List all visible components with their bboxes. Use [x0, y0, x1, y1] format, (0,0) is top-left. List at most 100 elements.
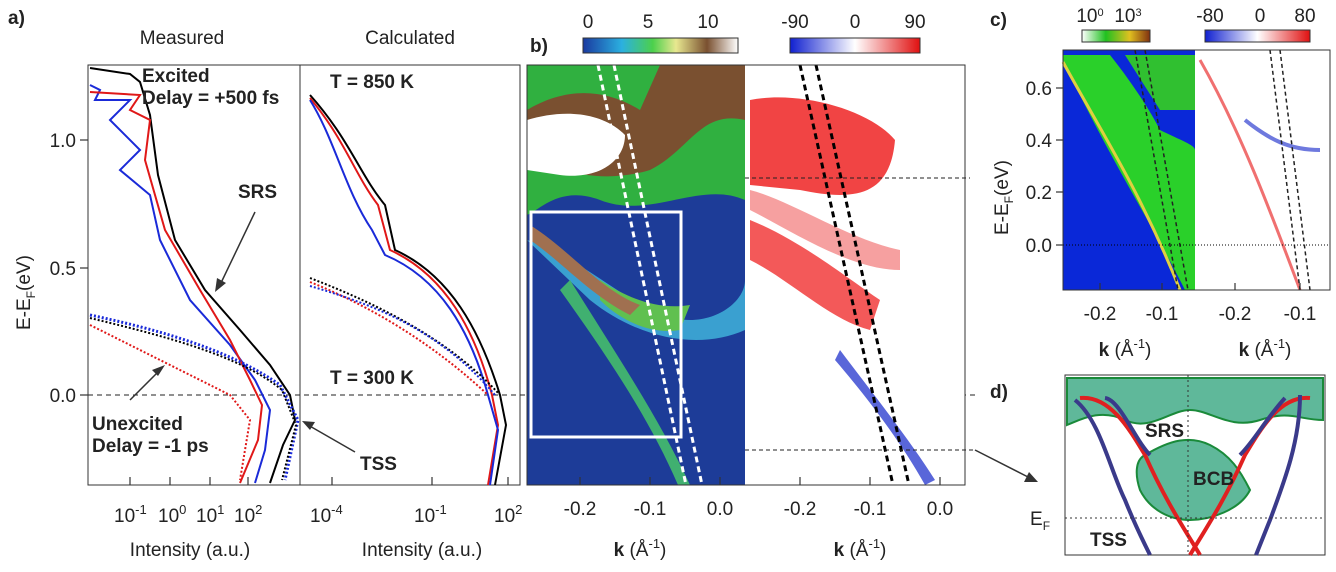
shape — [1063, 55, 1195, 290]
rule — [974, 449, 1031, 479]
shape — [89, 313, 300, 481]
shape — [1125, 55, 1195, 110]
label: k (Å-1) — [834, 536, 887, 561]
shape — [309, 281, 489, 396]
shape — [309, 285, 496, 396]
label: F — [1043, 519, 1050, 533]
shape — [309, 94, 508, 486]
rule — [596, 64, 688, 486]
label: 10-4 — [310, 502, 343, 527]
shape — [1243, 118, 1321, 152]
label: ) — [1145, 340, 1151, 361]
shape — [1104, 396, 1152, 457]
shape — [1061, 61, 1182, 291]
label: T = 850 K — [330, 72, 414, 93]
label: (Å — [1254, 340, 1273, 361]
label: 0.4 — [1026, 131, 1053, 152]
shape — [302, 421, 315, 430]
label: -0.1 — [1146, 304, 1179, 325]
label: -4 — [331, 502, 343, 517]
label: TSS — [1090, 530, 1127, 551]
shape — [530, 225, 640, 315]
label: 0 — [850, 12, 861, 33]
frame — [526, 64, 966, 486]
label: E-E — [992, 203, 1013, 235]
label: 103 — [1114, 6, 1141, 27]
label: -1 — [435, 502, 447, 517]
frame — [529, 210, 683, 439]
label: -0.2 — [1084, 304, 1117, 325]
shape — [527, 113, 625, 176]
shape — [1024, 472, 1038, 482]
shape — [835, 350, 935, 485]
label: BCB — [1193, 469, 1234, 490]
label: 90 — [904, 12, 925, 33]
label: -80 — [1196, 6, 1223, 27]
rule — [1144, 49, 1189, 291]
label: Delay = -1 ps — [92, 436, 209, 457]
label: 10 — [1076, 6, 1097, 27]
label: ) — [1285, 340, 1291, 361]
shape — [309, 97, 500, 486]
shape — [89, 84, 272, 484]
label: k (Å-1) — [614, 536, 667, 561]
shape — [309, 277, 501, 396]
label: 101 — [196, 502, 224, 527]
label: ) — [660, 540, 666, 561]
label: 2 — [255, 502, 262, 517]
label: F — [24, 291, 38, 298]
rule — [129, 369, 161, 401]
rule — [219, 211, 256, 286]
label: k — [1099, 340, 1110, 361]
shape — [750, 220, 880, 330]
label: Intensity (a.u.) — [130, 540, 250, 561]
label: EF — [1030, 509, 1050, 533]
frame — [1204, 29, 1311, 43]
label: 10 — [414, 506, 435, 527]
label: 0 — [583, 12, 594, 33]
label: 0 — [1098, 7, 1104, 19]
label: 0.0 — [927, 499, 953, 520]
label: TSS — [360, 454, 397, 475]
frame — [87, 64, 521, 486]
label: Intensity (a.u.) — [362, 540, 482, 561]
shape — [89, 67, 297, 484]
label: 1.0 — [50, 131, 76, 152]
label: 10 — [697, 12, 718, 33]
label: F — [1002, 196, 1016, 203]
shape — [89, 91, 264, 484]
label: -1 — [868, 536, 880, 551]
label: 0.5 — [50, 259, 76, 280]
frame — [1062, 49, 1331, 291]
label: (Å — [849, 540, 868, 561]
frame — [582, 37, 739, 54]
label: -0.2 — [784, 499, 817, 520]
label: 102 — [234, 502, 262, 527]
label: 10 — [310, 506, 331, 527]
label: E-EF(eV) — [14, 255, 38, 330]
label: Measured — [140, 28, 225, 49]
label: 0.0 — [707, 499, 733, 520]
label: -0.2 — [1219, 304, 1252, 325]
rule — [798, 64, 895, 486]
frame — [789, 37, 921, 54]
shape — [750, 190, 900, 270]
label: -90 — [781, 12, 808, 33]
label: b) — [530, 36, 548, 57]
shape — [1079, 395, 1202, 557]
rule — [307, 424, 356, 453]
shape — [1198, 59, 1302, 291]
label: 10-1 — [414, 502, 447, 527]
label: 0 — [1255, 6, 1266, 27]
shape — [89, 324, 252, 481]
label: -1 — [648, 536, 660, 551]
label: 10 — [1114, 6, 1135, 27]
label: 10 — [494, 506, 515, 527]
shape — [89, 317, 298, 481]
label: 102 — [494, 502, 522, 527]
label: 10 — [234, 506, 255, 527]
label: 10 — [114, 506, 135, 527]
label: (eV) — [992, 160, 1013, 196]
label: 10 — [158, 506, 179, 527]
label: -1 — [1273, 336, 1285, 351]
